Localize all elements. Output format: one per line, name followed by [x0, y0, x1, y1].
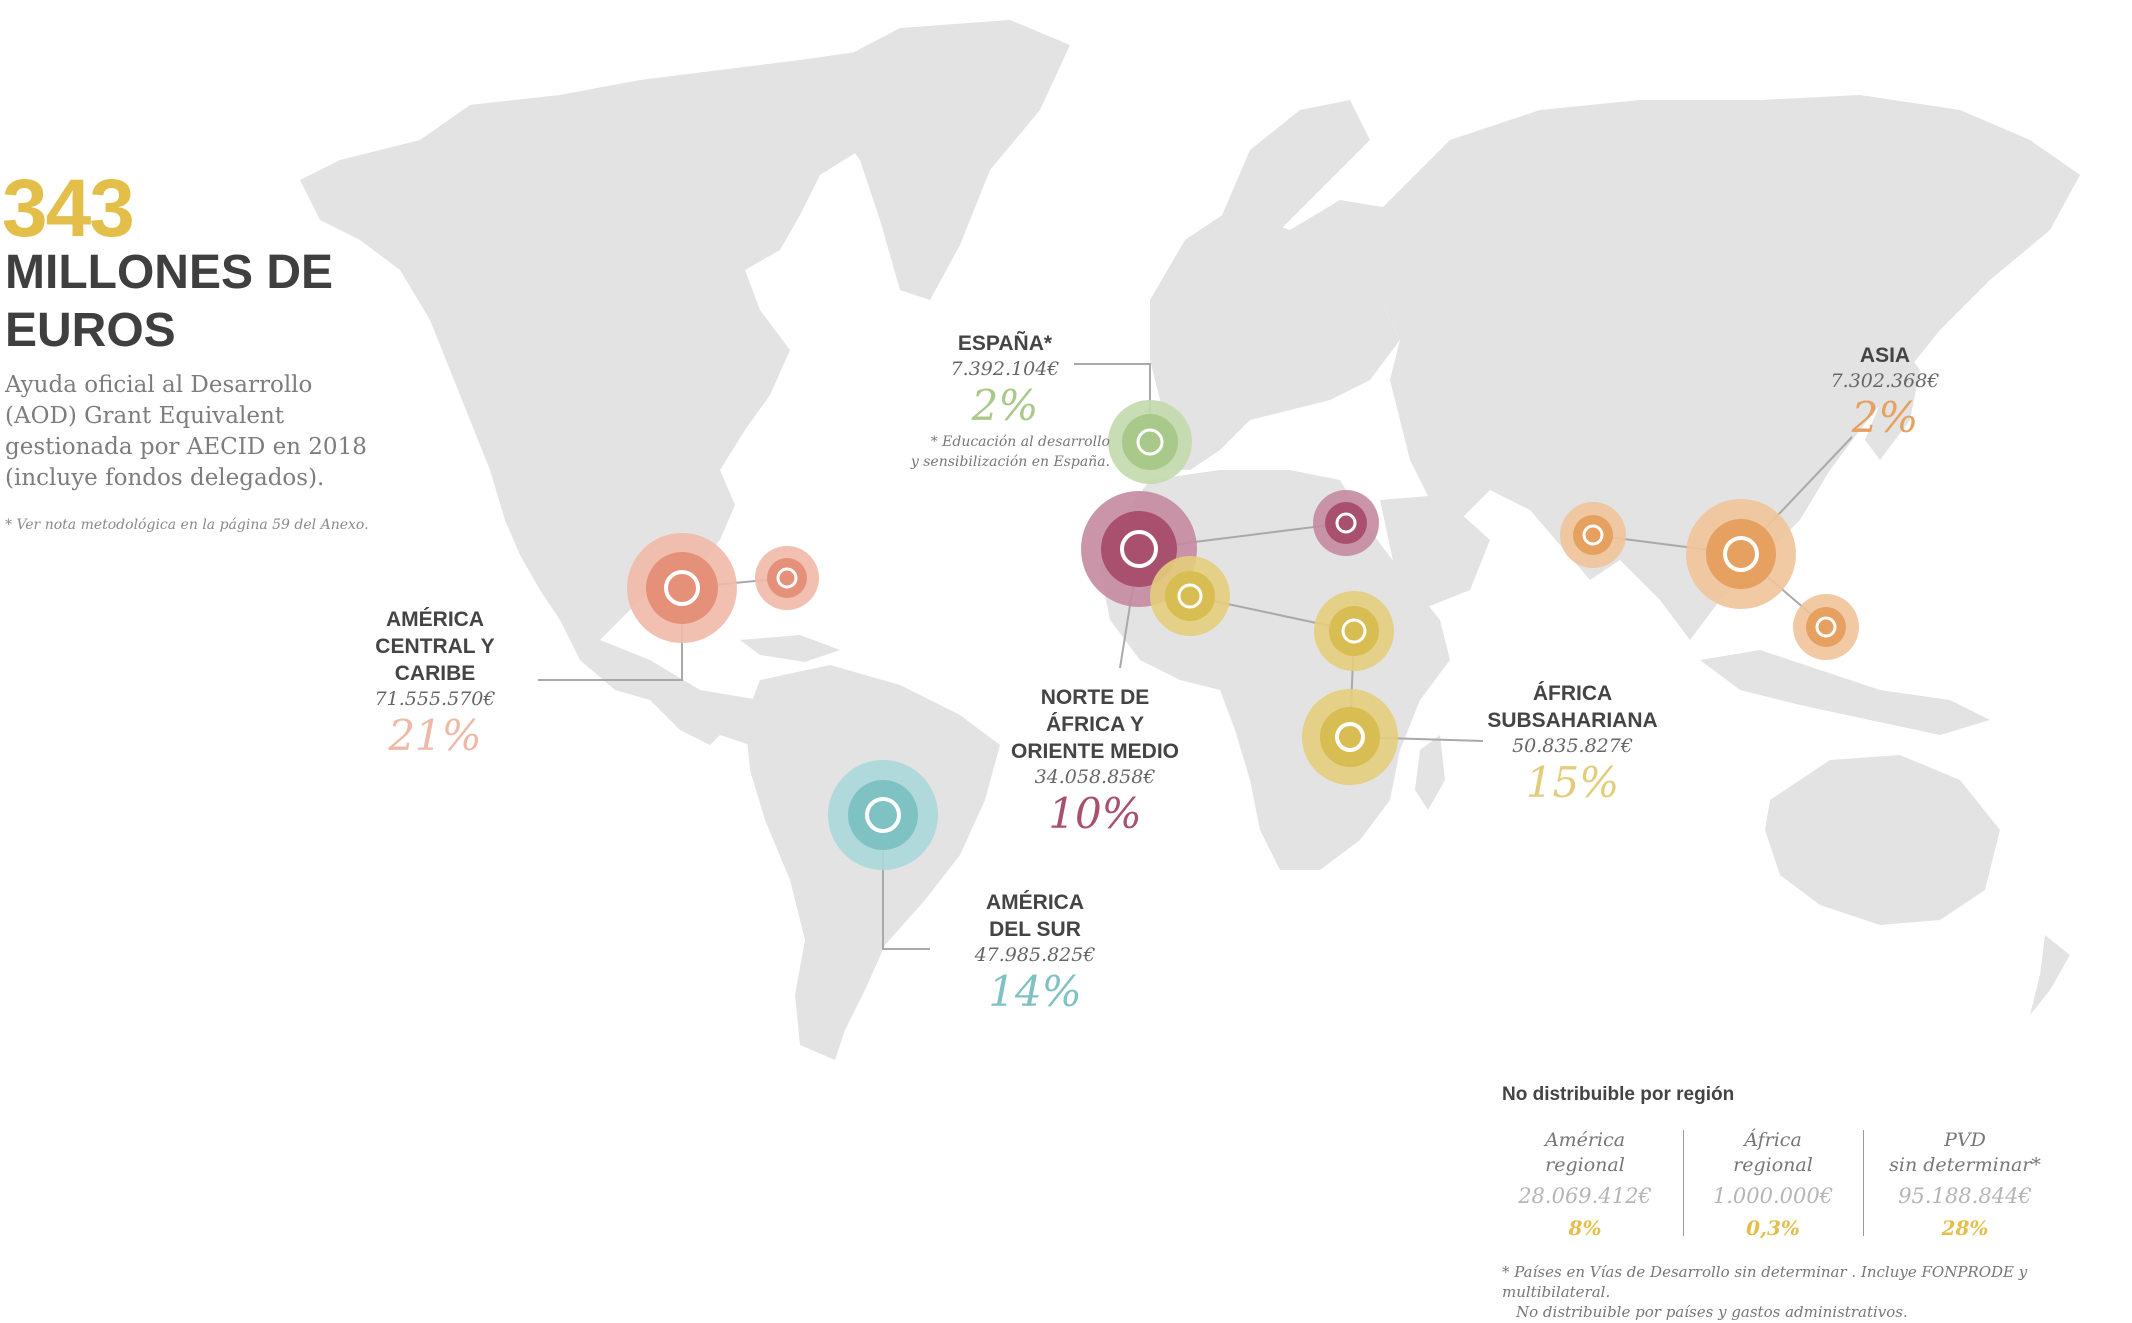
- australia-landmass: [1765, 755, 2000, 925]
- region-percent: 21%: [388, 711, 482, 760]
- nd-percent: 0,3%: [1746, 1216, 1800, 1240]
- america-central-marker-small: [755, 546, 819, 610]
- region-percent: 2%: [1851, 393, 1919, 442]
- no-distribuible-item-pvd: PVD sin determinar* 95.188.844€ 28%: [1865, 1128, 2065, 1240]
- southeast-asia-landmass: [1700, 650, 1990, 735]
- region-label-asia: ASIA 7.302.368€ 2%: [1770, 342, 2000, 443]
- region-amount: 7.302.368€: [1830, 370, 1940, 392]
- region-name: ESPAÑA*: [957, 332, 1053, 355]
- africa-sub-marker-2: [1314, 591, 1394, 671]
- region-amount: 71.555.570€: [374, 688, 496, 710]
- caribbean-landmass: [740, 635, 840, 662]
- europe-landmass: [1145, 200, 1420, 470]
- nd-label: África regional: [1733, 1129, 1813, 1176]
- total-amount-number: 343: [2, 163, 135, 254]
- nd-label: PVD sin determinar*: [1889, 1129, 2041, 1176]
- region-percent: 14%: [988, 967, 1082, 1016]
- region-name: AMÉRICA DEL SUR: [986, 891, 1084, 941]
- region-amount: 50.835.827€: [1512, 735, 1633, 757]
- nd-percent: 28%: [1941, 1216, 1989, 1240]
- region-amount: 47.985.825€: [974, 944, 1096, 966]
- no-distribuible-title: No distribuible por región: [1502, 1084, 1735, 1105]
- region-label-america-sur: AMÉRICA DEL SUR 47.985.825€ 14%: [920, 889, 1150, 1017]
- footnote-line-2: No distribuible por países y gastos admi…: [1516, 1303, 1908, 1321]
- region-name: NORTE DE ÁFRICA Y ORIENTE MEDIO: [1010, 686, 1179, 763]
- region-percent: 2%: [971, 381, 1039, 430]
- madagascar-landmass: [1415, 735, 1445, 810]
- greenland-landmass: [820, 20, 1070, 300]
- region-label-espana: ESPAÑA* 7.392.104€ 2%: [890, 330, 1120, 431]
- total-amount-unit: MILLONES DE EUROS: [5, 246, 334, 357]
- arabia-landmass: [1380, 495, 1490, 610]
- pvd-footnote: * Países en Vías de Desarrollo sin deter…: [1502, 1262, 2132, 1322]
- no-distribuible-item-africa: África regional 1.000.000€ 0,3%: [1683, 1128, 1863, 1240]
- north-america-landmass: [300, 50, 920, 745]
- region-amount: 7.392.104€: [950, 358, 1060, 380]
- methodology-note: * Ver nota metodológica en la página 59 …: [5, 517, 369, 533]
- region-name: ASIA: [1859, 344, 1911, 367]
- footnote-line-1: * Países en Vías de Desarrollo sin deter…: [1502, 1263, 2028, 1301]
- nd-label: América regional: [1544, 1129, 1626, 1176]
- region-label-america-central: AMÉRICA CENTRAL Y CARIBE 71.555.570€ 21%: [305, 606, 565, 761]
- uk-landmass: [1180, 250, 1210, 310]
- japan-landmass: [1865, 350, 1920, 460]
- region-name: ÁFRICA SUBSAHARIANA: [1487, 682, 1658, 732]
- nd-divider: [1683, 1130, 1684, 1236]
- espana-marker: [1108, 400, 1192, 484]
- new-zealand-landmass: [2030, 935, 2070, 1015]
- region-percent: 15%: [1525, 758, 1620, 807]
- asia-marker-philippines: [1793, 594, 1859, 660]
- region-note: * Educación al desarrollo y sensibilizac…: [910, 434, 1110, 470]
- region-percent: 10%: [1048, 789, 1142, 838]
- region-amount: 34.058.858€: [1034, 766, 1156, 788]
- region-name: AMÉRICA CENTRAL Y CARIBE: [375, 608, 495, 685]
- region-markers: [627, 400, 1859, 870]
- nd-amount: 1.000.000€: [1712, 1184, 1834, 1208]
- nd-amount: 28.069.412€: [1518, 1184, 1652, 1208]
- no-distribuible-item-america: América regional 28.069.412€ 8%: [1495, 1128, 1675, 1240]
- america-sur-marker: [828, 760, 938, 870]
- nd-amount: 95.188.844€: [1898, 1184, 2032, 1208]
- asia-marker-india: [1560, 502, 1626, 568]
- asia-marker-large: [1686, 499, 1796, 609]
- region-label-africa-sub: ÁFRICA SUBSAHARIANA 50.835.827€ 15%: [1450, 680, 1695, 808]
- nd-percent: 8%: [1568, 1216, 1602, 1240]
- norte-africa-marker-small: [1313, 490, 1379, 556]
- hero-description: Ayuda oficial al Desarrollo (AOD) Grant …: [5, 372, 367, 491]
- america-central-marker-large: [627, 533, 737, 643]
- africa-sub-marker-3: [1302, 689, 1398, 785]
- scandinavia-landmass: [1220, 100, 1370, 250]
- nd-divider: [1863, 1130, 1864, 1236]
- africa-sub-marker-1: [1150, 556, 1230, 636]
- region-label-norte-africa: NORTE DE ÁFRICA Y ORIENTE MEDIO 34.058.8…: [965, 684, 1225, 839]
- asia-landmass: [1380, 95, 2080, 640]
- region-note-espana: * Educación al desarrollo y sensibilizac…: [880, 432, 1110, 472]
